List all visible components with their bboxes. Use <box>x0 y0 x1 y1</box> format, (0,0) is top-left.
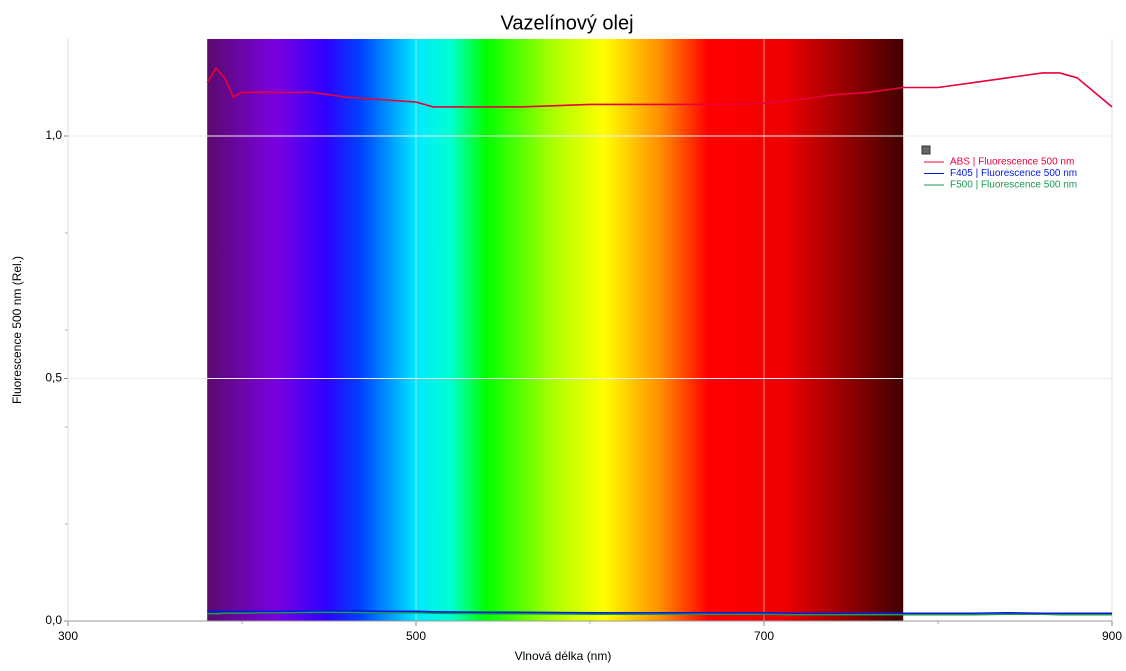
spectrum-band <box>207 39 904 621</box>
y-tick-label: 0,0 <box>45 613 62 627</box>
data-line <box>207 610 1112 615</box>
data-line <box>206 66 1113 108</box>
y-axis-label: Fluorescence 500 nm (Rel.) <box>10 256 24 404</box>
chart-title: Vazelínový olej <box>500 12 633 34</box>
legend-label: ABS | Fluorescence 500 nm <box>950 157 1074 168</box>
legend-label: F500 | Fluorescence 500 nm <box>950 180 1077 191</box>
x-axis-label: Vlnová délka (nm) <box>515 649 612 663</box>
y-tick-label: 1,0 <box>45 128 62 142</box>
data-line <box>207 611 1112 616</box>
x-tick-label: 500 <box>406 629 426 643</box>
x-tick-label: 300 <box>58 629 78 643</box>
legend-label: F405 | Fluorescence 500 nm <box>950 168 1077 179</box>
y-tick-label: 0,5 <box>45 371 62 385</box>
legend-box <box>918 143 1092 195</box>
x-tick-label: 700 <box>754 629 774 643</box>
legend-icon <box>921 145 931 155</box>
x-tick-label: 900 <box>1102 629 1122 643</box>
